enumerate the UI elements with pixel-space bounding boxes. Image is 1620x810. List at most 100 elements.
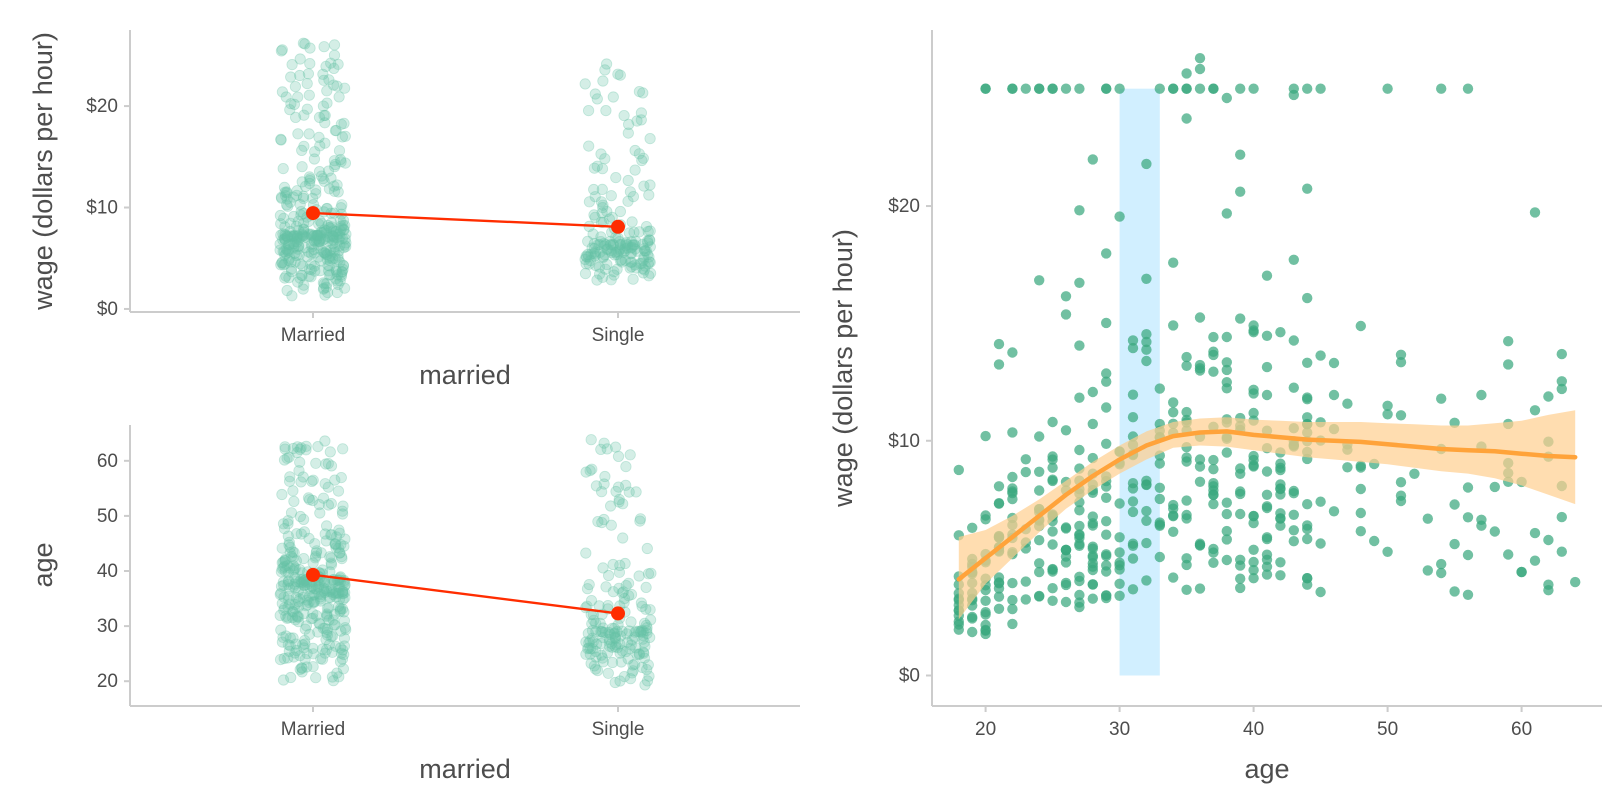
p1-point (325, 172, 337, 184)
p2-point (597, 562, 609, 574)
panel1-mean-married (306, 206, 320, 221)
p3-point (1221, 525, 1233, 537)
p1-point (301, 78, 313, 90)
p1-point (279, 186, 291, 198)
p2-point (595, 443, 607, 455)
p2-point (584, 464, 596, 477)
p2-point (635, 625, 647, 638)
p3-point (1235, 186, 1246, 197)
p2-point (282, 590, 295, 602)
p1-point (308, 243, 320, 256)
p1-point (633, 226, 645, 238)
p1-point (325, 57, 337, 69)
p1-point (605, 245, 617, 257)
p2-point (289, 582, 301, 594)
p1-point (305, 247, 317, 259)
p1-point (639, 245, 651, 257)
p3-point (1127, 506, 1139, 518)
p3-point (1422, 565, 1434, 576)
p2-point (329, 608, 341, 621)
p1-point (328, 62, 340, 75)
p1-point (315, 217, 328, 229)
p1-point (601, 205, 613, 218)
p3-point (1087, 579, 1099, 590)
p1-point (309, 146, 321, 158)
p1-point (314, 140, 326, 152)
p1-point (295, 269, 307, 281)
p1-point (334, 231, 346, 243)
p3-point (1302, 357, 1313, 368)
p1-point (626, 216, 638, 228)
p2-point (276, 563, 288, 575)
p1-point (305, 229, 317, 241)
p1-point (330, 264, 342, 276)
p3-point (980, 430, 991, 442)
p1-point (320, 227, 333, 239)
p3-point (1141, 355, 1152, 367)
p3-point (1127, 478, 1139, 489)
p1-point (332, 58, 344, 70)
p2-point (297, 591, 309, 604)
p1-point (275, 229, 287, 241)
p1-point (320, 249, 332, 261)
p1-point (328, 49, 341, 61)
p2-point (635, 597, 648, 609)
p2-point (620, 646, 632, 658)
p2-point (292, 611, 305, 623)
p1-point (297, 283, 309, 295)
p2-point (337, 586, 349, 598)
p2-point (313, 588, 325, 600)
p1-point (636, 257, 648, 269)
p2-point (291, 441, 304, 453)
p2-point (642, 659, 654, 671)
p1-point (286, 58, 298, 71)
p3-point (1141, 575, 1152, 586)
p2-point (580, 547, 592, 559)
p2-point (301, 594, 313, 606)
p1-point (331, 275, 343, 287)
p1-point (589, 191, 601, 203)
p3-point (1194, 461, 1206, 472)
p1-point (605, 274, 617, 286)
p3-point (1261, 549, 1273, 560)
p2-point (322, 499, 334, 511)
p1-point (338, 241, 350, 254)
p2-point (329, 537, 341, 550)
p3-point (1261, 569, 1273, 580)
p1-point (302, 68, 314, 80)
p1-point (597, 251, 609, 263)
p1-point (580, 250, 592, 262)
p1-point (328, 161, 341, 173)
p2-point (293, 593, 306, 605)
p1-point (283, 252, 296, 264)
p3-point (980, 595, 991, 606)
p2-point (629, 626, 641, 638)
panel2-mean-married (306, 567, 320, 582)
p2-point (597, 622, 609, 634)
p3-point (1235, 582, 1246, 594)
p1-point (599, 64, 611, 76)
p2-point (287, 552, 299, 564)
p1-point (330, 125, 342, 137)
p1-point (335, 222, 348, 234)
p1-point (299, 180, 312, 192)
p2-point (590, 638, 603, 650)
p2-point (325, 460, 338, 472)
p2-point (280, 610, 292, 622)
p2-x-tick-label: Single (592, 719, 645, 740)
p3-point (1034, 566, 1045, 578)
p2-point (602, 667, 614, 679)
p1-point (327, 238, 339, 250)
p3-point (1275, 570, 1286, 581)
p1-point (582, 105, 595, 117)
p1-point (333, 145, 346, 157)
p1-point (276, 256, 288, 268)
p1-point (281, 193, 293, 205)
p3-point (1556, 348, 1568, 360)
p1-point (595, 148, 607, 160)
p3-point (993, 338, 1005, 350)
p3-point (1436, 558, 1447, 570)
p2-point (603, 640, 616, 652)
p2-point (291, 610, 303, 622)
p3-point (1074, 340, 1085, 351)
